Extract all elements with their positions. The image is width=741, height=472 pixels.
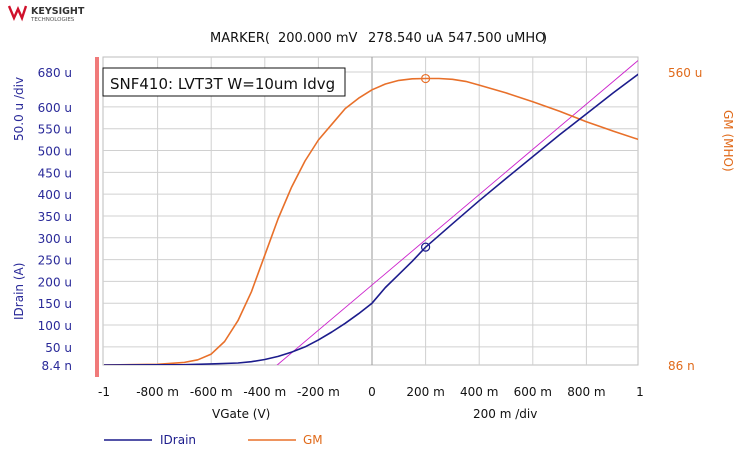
y2-tick-label-0: 560 u <box>668 66 702 80</box>
y2-tick-labels: 560 u 86 n <box>668 66 702 373</box>
legend: IDrain GM <box>104 433 323 447</box>
legend-label-idrain: IDrain <box>160 433 196 447</box>
x-axis-label: VGate (V) <box>212 407 270 421</box>
y1-div-label: 50.0 u /div <box>12 77 26 141</box>
x-tick-label-8: 600 m <box>514 385 552 399</box>
y1-tick-label-11: 100 u <box>38 319 72 333</box>
y1-tick-label-12: 50 u <box>45 341 72 355</box>
title-box <box>102 67 346 97</box>
x-tick-labels: -1 -800 m -600 m -400 m -200 m 0 200 m 400 m 600… <box>98 385 644 399</box>
y2-axis-label: GM (MHO) <box>721 110 735 172</box>
keysight-logo-icon <box>7 5 28 22</box>
legend-label-gm: GM <box>303 433 323 447</box>
marker-close: ) <box>542 31 547 46</box>
x-tick-label-9: 800 m <box>567 385 605 399</box>
marker-point-idrain[interactable] <box>421 242 431 252</box>
x-tick-label-7: 400 m <box>460 385 498 399</box>
y1-axis-label: IDrain (A) <box>12 263 26 320</box>
cursor-bar[interactable] <box>95 57 99 377</box>
x-tick-label-1: -800 m <box>136 385 179 399</box>
marker-x-value: 200.000 mV <box>278 31 358 46</box>
y1-tick-label-9: 200 u <box>38 275 72 289</box>
y1-tick-label-5: 400 u <box>38 188 72 202</box>
marker-readout: MARKER( 200.000 mV 278.540 uA 547.500 uM… <box>210 31 547 46</box>
x-div-label: 200 m /div <box>473 407 537 421</box>
series-idrain-line <box>103 73 638 365</box>
x-tick-label-5: 0 <box>368 385 376 399</box>
x-tick-label-10: 1 <box>636 385 644 399</box>
title-box-text: SNF410: LVT3T W=10um Idvg <box>110 75 335 93</box>
x-tick-label-4: -200 m <box>297 385 340 399</box>
brand-name: KEYSIGHT <box>31 6 85 17</box>
marker-label: MARKER( <box>210 31 270 46</box>
brand-logo: KEYSIGHT TECHNOLOGIES <box>7 5 85 23</box>
series-gm-line <box>103 77 638 365</box>
grid <box>103 57 638 365</box>
marker-y1-value: 278.540 uA <box>368 31 443 46</box>
y1-tick-label-3: 500 u <box>38 145 72 159</box>
y1-tick-label-7: 300 u <box>38 232 72 246</box>
plot-area <box>102 56 639 366</box>
y2-tick-label-1: 86 n <box>668 359 695 373</box>
brand-sub: TECHNOLOGIES <box>30 17 75 23</box>
x-tick-label-3: -400 m <box>243 385 286 399</box>
y1-tick-label-6: 350 u <box>38 210 72 224</box>
marker-point-gm[interactable] <box>421 73 431 84</box>
y1-tick-label-13: 8.4 n <box>41 359 72 373</box>
series-layer <box>103 59 638 365</box>
series-fit-line <box>276 59 638 365</box>
x-tick-label-6: 200 m <box>406 385 444 399</box>
y1-tick-label-2: 550 u <box>38 123 72 137</box>
y1-tick-label-1: 600 u <box>38 101 72 115</box>
x-tick-label-2: -600 m <box>190 385 233 399</box>
y1-tick-label-4: 450 u <box>38 166 72 180</box>
y1-tick-label-0: 680 u <box>38 66 72 80</box>
y1-tick-label-8: 250 u <box>38 254 72 268</box>
x-tick-label-0: -1 <box>98 385 110 399</box>
y1-tick-label-10: 150 u <box>38 297 72 311</box>
marker-y2-value: 547.500 uMHO <box>448 31 545 46</box>
y1-tick-labels: 680 u 600 u 550 u 500 u 450 u 400 u 350 u 300 u… <box>38 66 72 373</box>
